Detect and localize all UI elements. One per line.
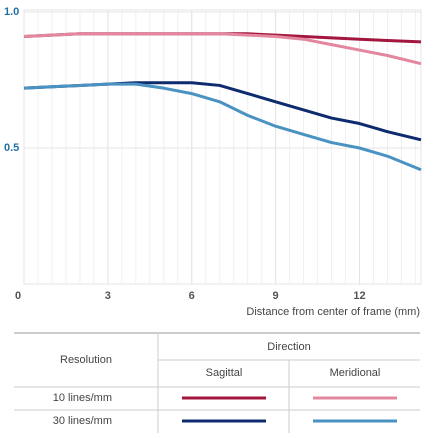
x-tick-label: 6	[189, 290, 195, 302]
column-label: Meridional	[330, 367, 381, 379]
x-tick-label: 3	[105, 290, 111, 302]
y-tick-label: 0.5	[4, 142, 19, 154]
x-tick-label: 9	[273, 290, 279, 302]
row-header: Resolution	[60, 354, 112, 366]
x-axis-label: Distance from center of frame (mm)	[246, 306, 420, 318]
series-line	[23, 32, 422, 66]
column-header: Direction	[267, 341, 310, 353]
series-line	[23, 81, 422, 142]
row-label: 30 lines/mm	[53, 415, 112, 427]
row-label: 10 lines/mm	[53, 392, 112, 404]
column-label: Sagittal	[206, 367, 243, 379]
x-tick-label: 12	[353, 290, 365, 302]
series-line	[23, 82, 422, 172]
y-tick-label: 1.0	[4, 6, 19, 18]
x-tick-label: 0	[15, 290, 21, 302]
